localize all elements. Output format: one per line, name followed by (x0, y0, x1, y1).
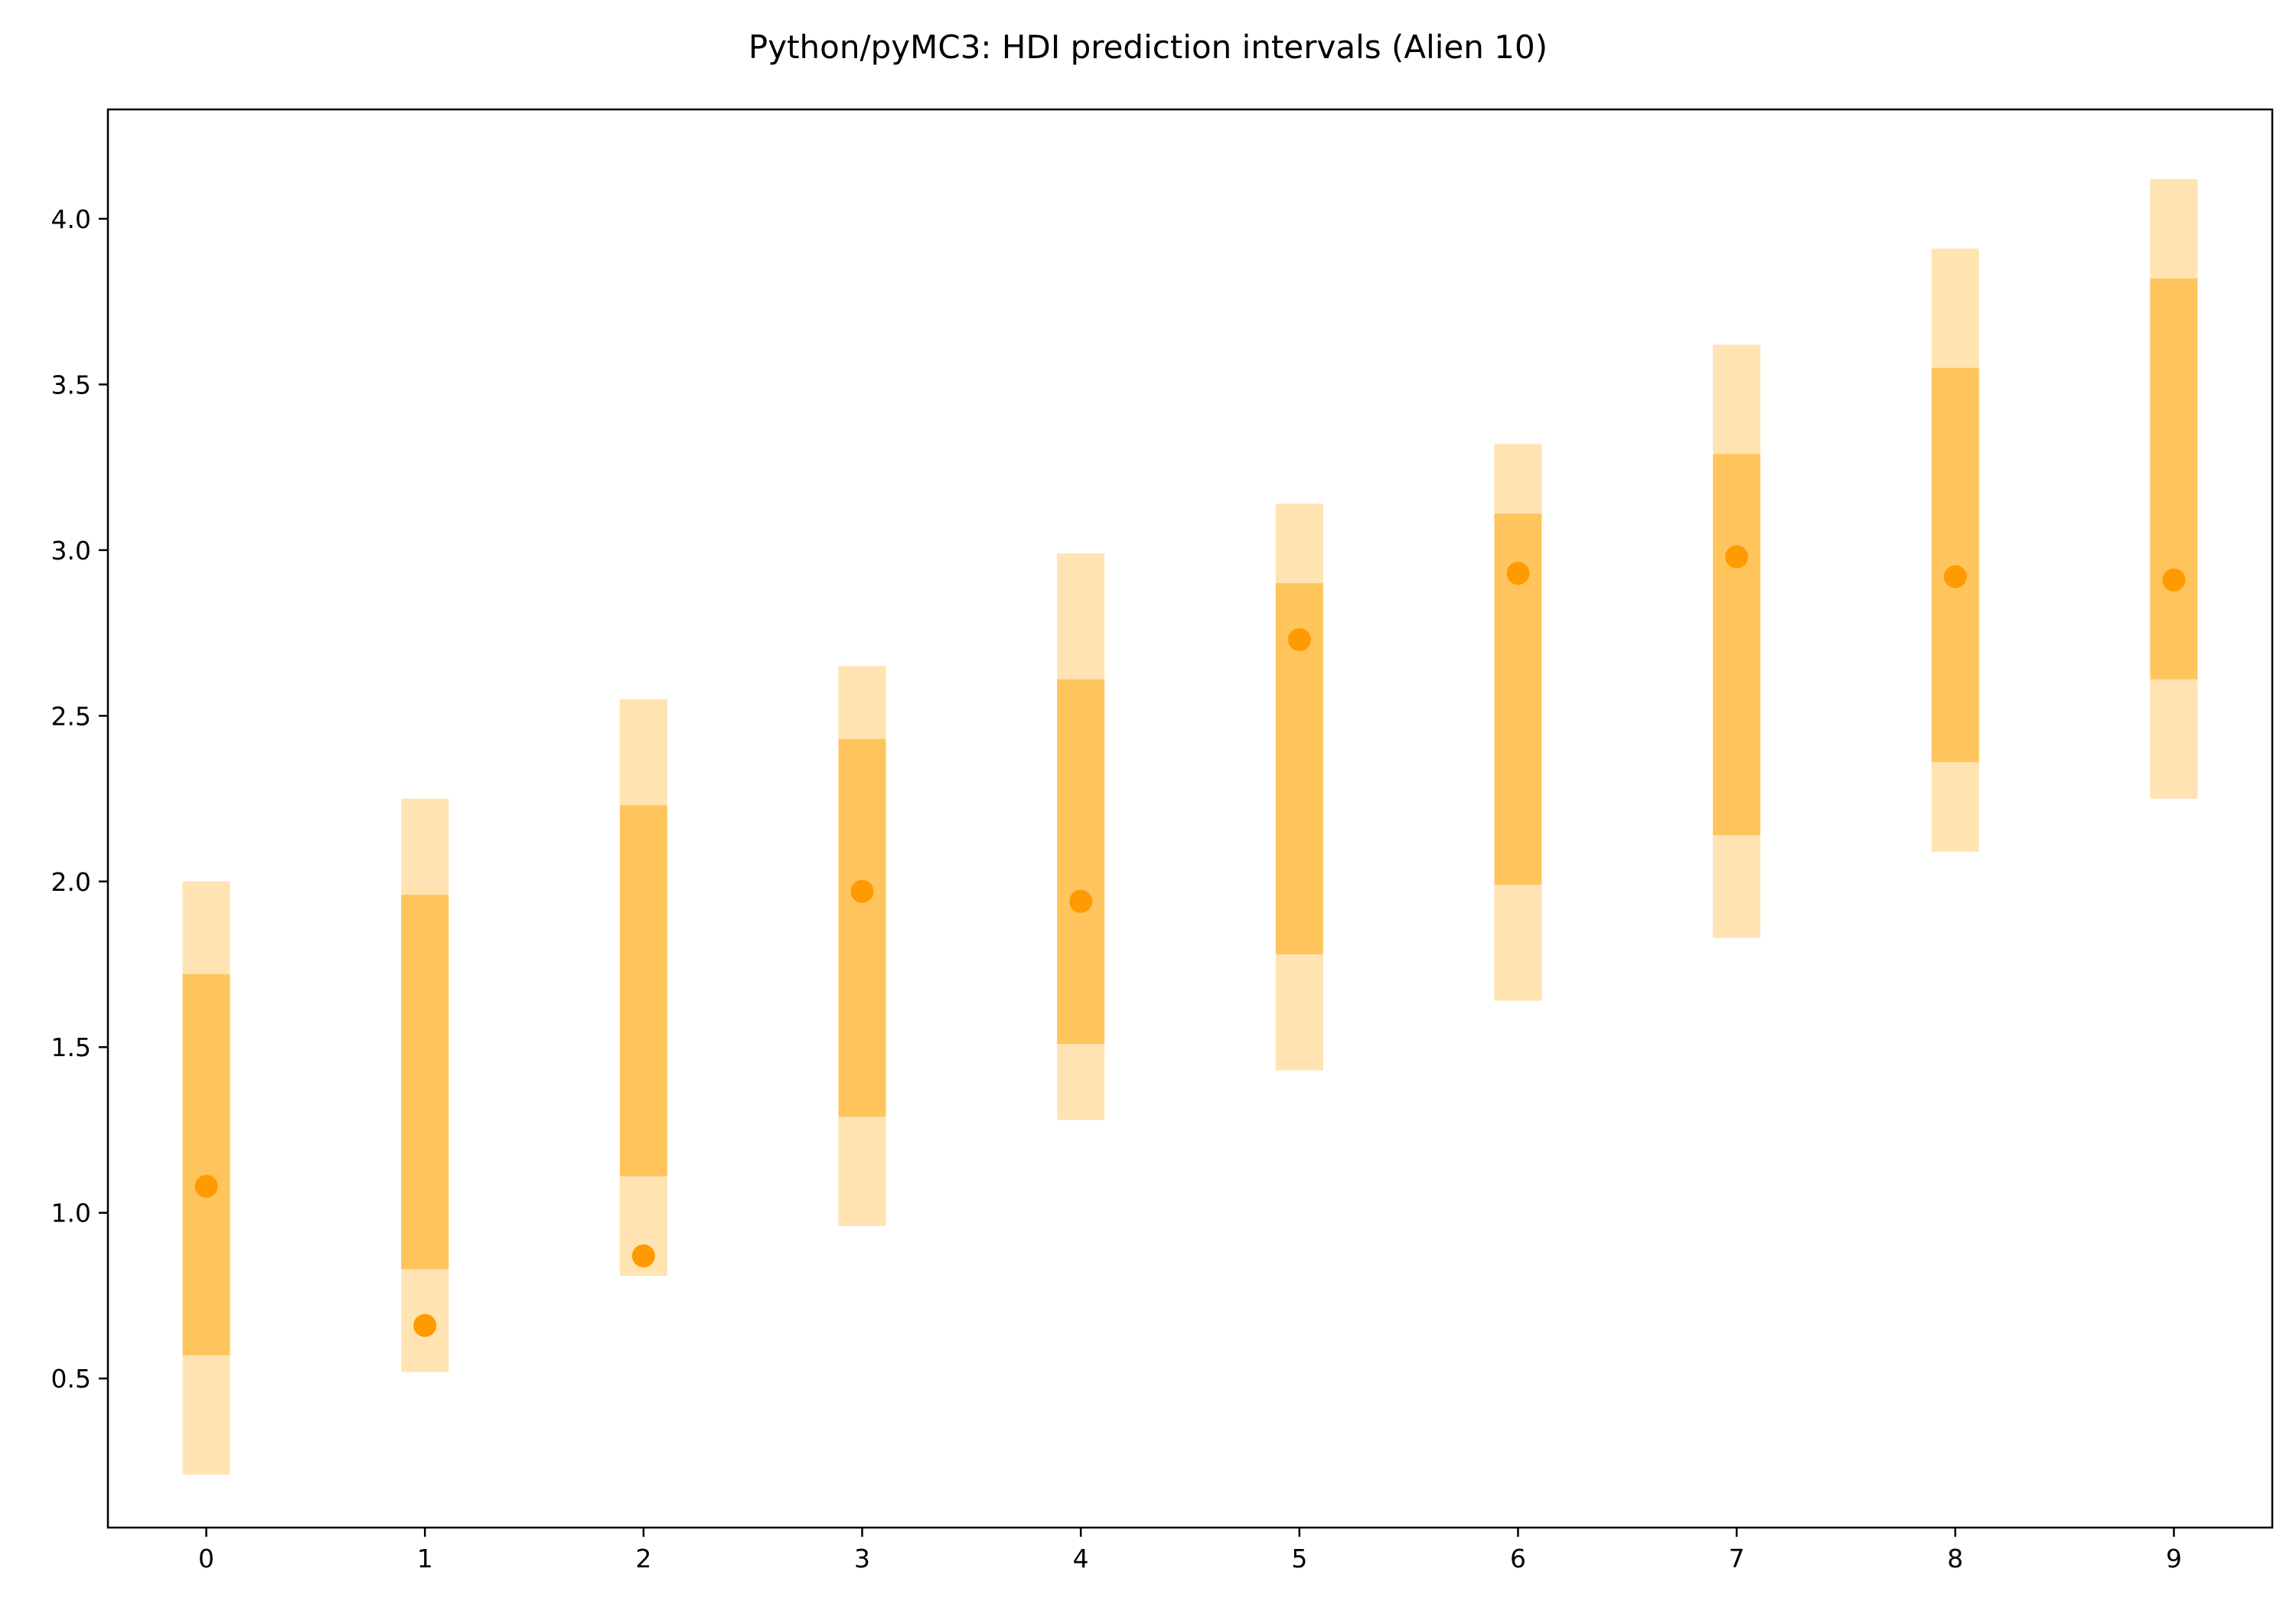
y-tick-label: 2.0 (51, 867, 91, 897)
inner-interval-bar (401, 895, 449, 1270)
inner-interval-bar (182, 973, 230, 1355)
point-estimate (2162, 568, 2186, 592)
x-tick-label: 1 (417, 1544, 433, 1573)
inner-interval-bar (838, 739, 886, 1117)
y-tick-label: 3.0 (51, 536, 91, 566)
inner-interval-bar (2150, 278, 2198, 680)
inner-interval-bar (619, 805, 667, 1177)
point-estimate (1943, 565, 1967, 589)
x-tick-label: 0 (198, 1544, 214, 1573)
point-estimate (194, 1175, 218, 1198)
point-estimate (1725, 545, 1749, 569)
inner-interval-bar (1931, 367, 1979, 762)
y-tick-label: 0.5 (51, 1364, 91, 1394)
plot-area-frame (106, 108, 2274, 1529)
point-estimate (413, 1313, 437, 1337)
x-tick-label: 7 (1729, 1544, 1745, 1573)
x-tick-label: 5 (1291, 1544, 1307, 1573)
x-tick-label: 6 (1510, 1544, 1526, 1573)
point-estimate (1069, 889, 1093, 913)
x-tick-label: 4 (1073, 1544, 1089, 1573)
point-estimate (1287, 628, 1311, 651)
y-tick-label: 1.5 (51, 1032, 91, 1062)
inner-interval-bar (1057, 679, 1105, 1044)
x-axis: 0 1 2 3 4 5 6 7 8 9 (198, 1528, 2182, 1573)
x-tick-label: 3 (854, 1544, 870, 1573)
point-estimate (1506, 562, 1530, 585)
x-tick-label: 9 (2166, 1544, 2182, 1573)
y-tick-label: 4.0 (51, 204, 91, 234)
y-tick-label: 2.5 (51, 701, 91, 731)
y-axis: 0.5 1.0 1.5 2.0 2.5 3.0 3.5 4.0 (51, 204, 108, 1394)
point-estimate (850, 879, 874, 903)
inner-intervals (182, 278, 2198, 1355)
y-tick-label: 3.5 (51, 370, 91, 399)
y-tick-label: 1.0 (51, 1198, 91, 1228)
point-estimates (194, 545, 2186, 1337)
outer-intervals (182, 178, 2198, 1475)
inner-interval-bar (1713, 454, 1761, 836)
x-tick-label: 2 (635, 1544, 651, 1573)
chart-title: Python/pyMC3: HDI prediction intervals (… (748, 28, 1548, 66)
x-tick-label: 8 (1947, 1544, 1963, 1573)
point-estimate (631, 1244, 655, 1267)
